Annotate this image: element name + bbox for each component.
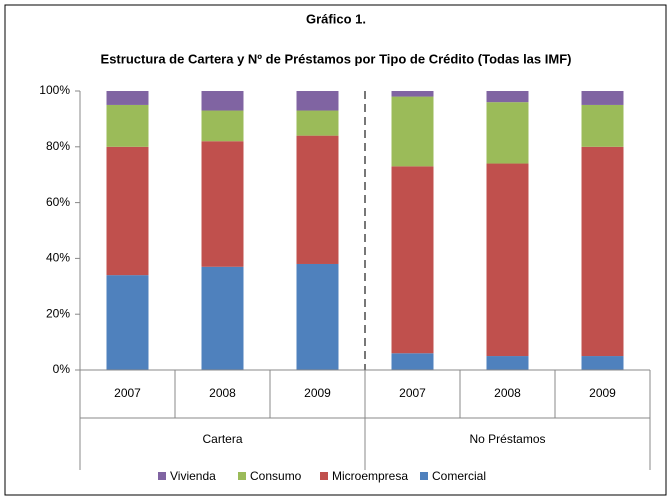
x-tick-label: 2007 <box>399 386 426 400</box>
bar-segment <box>296 135 339 264</box>
bar-segment <box>296 91 339 111</box>
bar-segment <box>581 104 624 147</box>
y-tick-label: 40% <box>46 251 70 265</box>
legend-label: Comercial <box>432 469 486 483</box>
legend-label: Microempresa <box>332 469 408 483</box>
bar-segment <box>581 91 624 105</box>
chart-subtitle: Estructura de Cartera y Nº de Préstamos … <box>101 51 572 66</box>
legend-swatch <box>158 472 166 480</box>
legend-label: Consumo <box>250 469 302 483</box>
bar-segment <box>201 91 244 111</box>
x-tick-label: 2007 <box>114 386 141 400</box>
chart-title: Gráfico 1. <box>306 11 366 26</box>
bar-segment <box>296 110 339 136</box>
y-tick-label: 80% <box>46 139 70 153</box>
x-tick-label: 2008 <box>494 386 521 400</box>
bar-segment <box>486 102 529 164</box>
bar-segment <box>581 146 624 357</box>
group-label: No Préstamos <box>469 432 545 446</box>
bar-segment <box>106 104 149 147</box>
bar-segment <box>201 266 244 370</box>
bar-segment <box>201 141 244 267</box>
bar-segment <box>391 96 434 167</box>
legend-swatch <box>420 472 428 480</box>
bar-segment <box>296 263 339 370</box>
bar-segment <box>106 146 149 276</box>
bar-segment <box>201 110 244 142</box>
y-tick-label: 0% <box>53 362 71 376</box>
bar-segment <box>106 91 149 105</box>
legend-label: Vivienda <box>170 469 216 483</box>
bar-segment <box>486 163 529 357</box>
bar-segment <box>391 91 434 97</box>
bar-segment <box>106 275 149 370</box>
x-tick-label: 2008 <box>209 386 236 400</box>
y-tick-label: 20% <box>46 306 70 320</box>
bar-segment <box>391 166 434 354</box>
bar-segment <box>486 356 529 370</box>
bar-segment <box>581 356 624 370</box>
x-tick-label: 2009 <box>304 386 331 400</box>
bar-segment <box>486 91 529 103</box>
bar-segment <box>391 353 434 370</box>
y-tick-label: 100% <box>39 83 70 97</box>
y-tick-label: 60% <box>46 195 70 209</box>
legend-swatch <box>320 472 328 480</box>
group-label: Cartera <box>202 432 242 446</box>
x-tick-label: 2009 <box>589 386 616 400</box>
legend-swatch <box>238 472 246 480</box>
